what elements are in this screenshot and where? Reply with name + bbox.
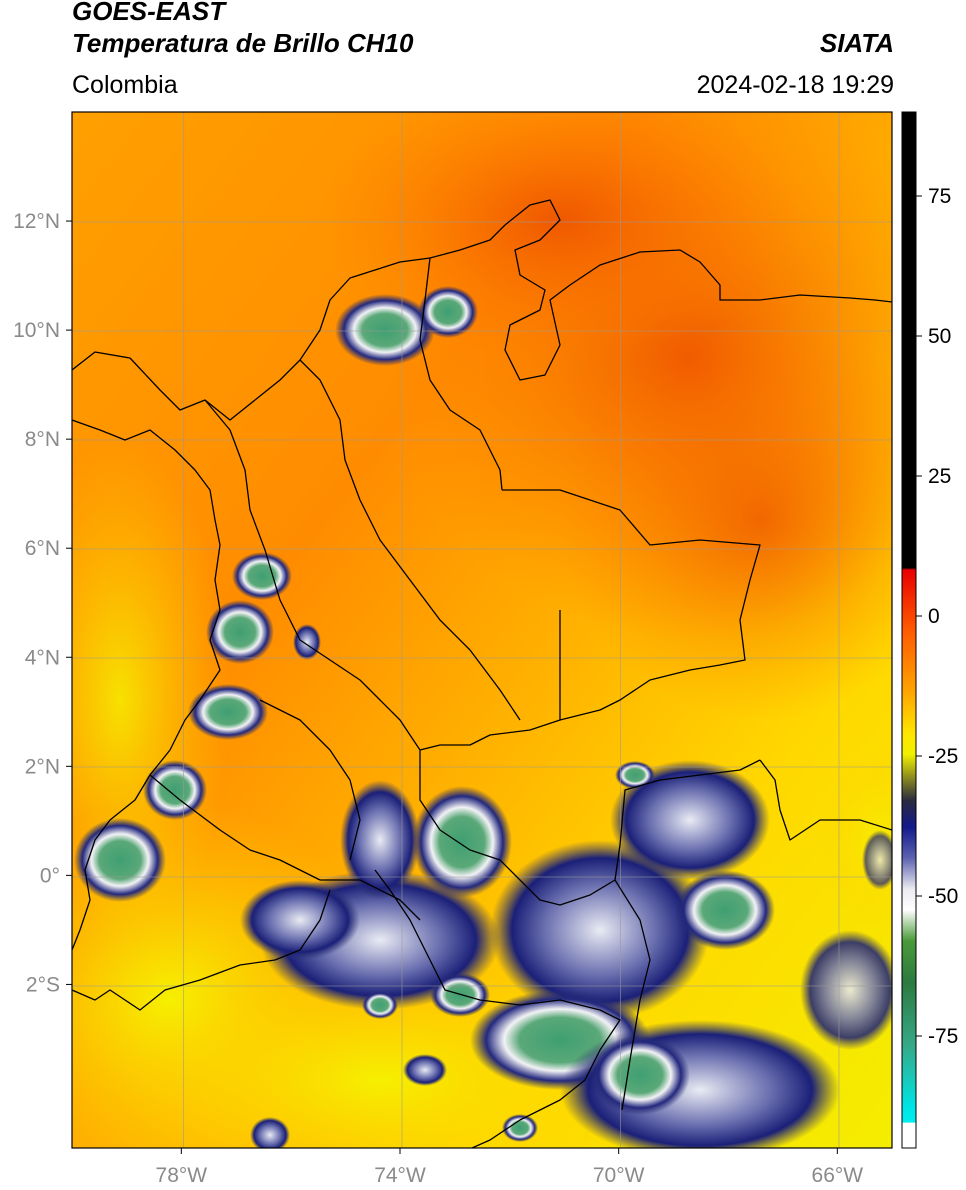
lat-tick-label: 8°N [25, 428, 60, 451]
lat-tick-label: 4°N [25, 646, 60, 669]
colorbar-tick-label: -75 [928, 1025, 958, 1048]
lat-tick-label: 12°N [13, 210, 60, 233]
lon-tick-label: 74°W [374, 1164, 426, 1187]
region-label: Colombia [72, 71, 178, 99]
lat-tick-label: 2°N [25, 755, 60, 778]
colorbar-tick-label: 75 [928, 185, 951, 208]
colorbar-tick-label: -25 [928, 745, 958, 768]
colorbar: 75 50 25 0 -25 -50 -75 [901, 111, 958, 1149]
map-title: Temperatura de Brillo CH10 [72, 28, 414, 58]
lat-ticks: 12°N 10°N 8°N 6°N 4°N 2°N 0° 2°S [13, 210, 72, 996]
colorbar-ramp [901, 111, 917, 1149]
brand-label: SIATA [819, 28, 894, 58]
colorbar-tick-label: 50 [928, 325, 951, 348]
lon-tick-label: 78°W [156, 1164, 208, 1187]
colorbar-tick-label: -50 [928, 885, 958, 908]
map-frame [71, 111, 893, 1149]
coastlines-borders [72, 199, 892, 1148]
lon-tick-label: 66°W [812, 1164, 864, 1187]
cloud-cells [74, 286, 892, 1148]
lat-tick-label: 10°N [13, 319, 60, 342]
gridlines [72, 112, 892, 1148]
lat-tick-label: 0° [40, 864, 60, 887]
colorbar-tick-label: 0 [928, 605, 940, 628]
product-line: GOES-EAST [72, 0, 226, 26]
lon-ticks: 78°W 74°W 70°W 66°W [156, 1148, 864, 1187]
datetime-label: 2024-02-18 19:29 [696, 71, 894, 99]
lat-tick-label: 6°N [25, 537, 60, 560]
lat-tick-label: 2°S [26, 973, 60, 996]
lon-tick-label: 70°W [593, 1164, 645, 1187]
map-field [72, 112, 892, 1148]
colorbar-tick-label: 25 [928, 465, 951, 488]
